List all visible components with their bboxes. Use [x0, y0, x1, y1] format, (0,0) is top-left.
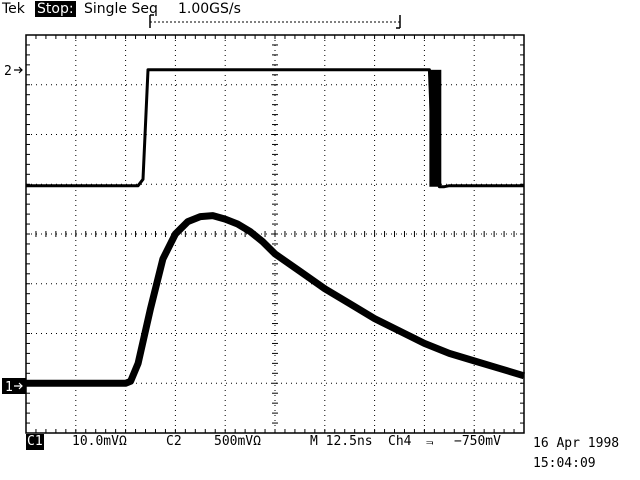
- sample-rate: 1.00GS/s: [178, 1, 241, 17]
- svg-text:2: 2: [4, 64, 12, 79]
- timebase: M 12.5ns: [310, 434, 373, 449]
- ch2-ground-marker: 2: [4, 64, 23, 79]
- trigger-position-bracket: [149, 14, 401, 29]
- svg-text:1: 1: [5, 380, 13, 395]
- ch1-ground-marker: 1: [2, 378, 26, 395]
- trace-c2: [26, 68, 524, 189]
- ch2-scale: 500mVΩ: [214, 434, 261, 449]
- acquisition-mode: Single Seq: [84, 1, 158, 17]
- trigger-level: −750mV: [454, 434, 501, 449]
- trace-c1: [26, 212, 526, 387]
- brand-label: Tek: [2, 1, 25, 17]
- date-label: 16 Apr 1998: [533, 436, 620, 451]
- run-state-badge: Stop:: [35, 1, 76, 17]
- trigger-slope-icon: ⫬: [426, 434, 434, 449]
- trigger-source: Ch4: [388, 434, 412, 449]
- trace-c2-noise-band: [429, 69, 442, 187]
- traces: [26, 68, 526, 387]
- graticule: [25, 34, 525, 434]
- time-label: 15:04:09: [533, 456, 596, 471]
- ch1-scale: 10.0mVΩ: [72, 434, 127, 449]
- ch2-label: C2: [166, 434, 182, 449]
- ch1-label: C1: [26, 434, 44, 450]
